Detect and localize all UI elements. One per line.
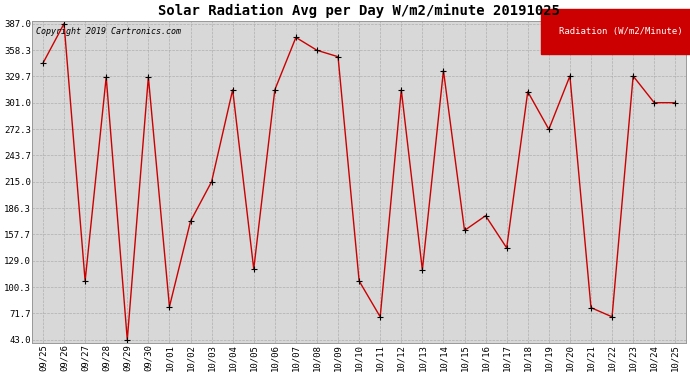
Title: Solar Radiation Avg per Day W/m2/minute 20191025: Solar Radiation Avg per Day W/m2/minute … bbox=[158, 4, 560, 18]
Text: Radiation (W/m2/Minute): Radiation (W/m2/Minute) bbox=[559, 27, 682, 36]
Text: Copyright 2019 Cartronics.com: Copyright 2019 Cartronics.com bbox=[36, 27, 181, 36]
